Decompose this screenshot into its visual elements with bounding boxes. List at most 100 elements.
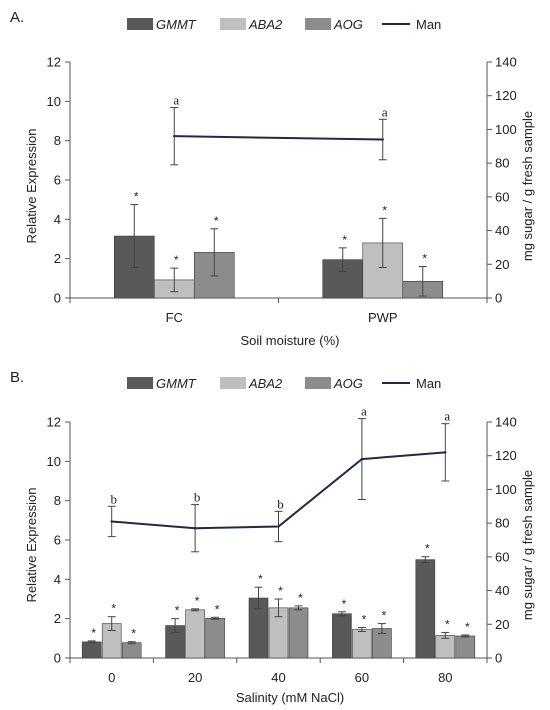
legend-label-aog: AOG [333,376,363,391]
bar-aog [121,642,142,659]
significance-label-aba2: * [382,203,387,217]
significance-label-man: b [194,490,201,505]
significance-label-aog: * [131,627,136,641]
y-tick-label-right: 40 [495,223,509,238]
significance-label-aba2: * [111,602,116,616]
legend-label-gmmt: GMMT [156,376,197,391]
bar-gmmt [332,613,352,659]
panel-a-ylabel: Relative Expression [24,129,39,244]
significance-label-aog: * [215,602,220,616]
x-tick-label: 20 [188,670,202,685]
point-man [277,525,280,528]
legend-label-aba2: ABA2 [248,17,283,32]
y-tick-label-right: 100 [495,122,517,137]
panel-b-xlabel: Salinity (mM NaCl) [236,690,344,705]
line-man [174,135,383,141]
x-tick-label: 40 [271,670,285,685]
y-tick-label-right: 140 [495,55,517,70]
y-tick-label-left: 4 [54,212,61,227]
y-tick-label-right: 60 [495,549,509,564]
bar-aba2 [352,629,372,659]
significance-label-gmmt: * [342,597,347,611]
y-tick-label-right: 120 [495,88,517,103]
y-tick-label-right: 40 [495,583,509,598]
significance-label-man: a [444,409,450,424]
significance-label-gmmt: * [134,190,139,204]
significance-label-aba2: * [362,613,367,627]
y-tick-label-right: 120 [495,448,517,463]
significance-label-man: a [382,104,388,119]
x-tick-label: 0 [108,670,115,685]
y-tick-label-right: 80 [495,156,509,171]
bar-aba2 [185,609,205,659]
legend-swatch-aba2 [220,18,246,30]
significance-label-aba2: * [195,594,200,608]
bar-gmmt [81,641,102,659]
y-tick-label-left: 12 [47,415,61,430]
panel-a-y2label: mg sugar / g fresh sample [520,111,535,261]
panel-a-label: A. [10,9,24,26]
y-tick-label-left: 4 [54,572,61,587]
point-man [444,451,447,454]
x-tick-label: 60 [355,670,369,685]
x-tick-label: 80 [438,670,452,685]
bar-aog [455,635,476,659]
significance-label-aog: * [465,620,470,634]
y-tick-label-right: 100 [495,482,517,497]
y-tick-label-left: 10 [47,94,61,109]
panel-b: B. GMMT ABA2 AOG Man 0246810120204060801001… [10,369,535,705]
y-tick-label-left: 12 [47,55,61,70]
legend-label-aba2: ABA2 [248,376,283,391]
significance-label-man: a [361,404,367,419]
legend-swatch-gmmt [127,18,153,30]
y-tick-label-left: 2 [54,251,61,266]
significance-label-gmmt: * [258,572,263,586]
point-man [381,138,384,141]
point-man [173,134,176,138]
y-tick-label-left: 0 [54,291,61,306]
y-tick-label-left: 6 [54,173,61,188]
significance-label-man: a [173,93,179,108]
legend-label-gmmt: GMMT [156,17,197,32]
panel-b-ylabel: Relative Expression [24,488,39,603]
legend-swatch-aog [305,377,331,389]
y-tick-label-right: 0 [495,291,502,306]
x-tick-label: PWP [368,310,398,325]
legend-label-aog: AOG [333,17,363,32]
significance-label-man: b [277,496,284,511]
y-tick-label-right: 20 [495,617,509,632]
significance-label-aog: * [422,252,427,266]
legend-label-man: Man [416,376,441,391]
x-tick-label: FC [166,310,183,325]
panel-a-xlabel: Soil moisture (%) [241,333,340,348]
significance-label-aog: * [214,214,219,228]
y-tick-label-left: 0 [54,651,61,666]
significance-label-man: b [110,491,117,506]
legend-label-man: Man [416,17,441,32]
bar-aog [205,617,225,659]
legend-swatch-aba2 [220,377,246,389]
significance-label-aba2: * [445,617,450,631]
panel-b-legend: GMMT ABA2 AOG Man [127,376,441,391]
bar-aog [288,607,309,659]
y-tick-label-right: 0 [495,651,502,666]
y-tick-label-right: 20 [495,257,509,272]
significance-label-gmmt: * [342,233,347,247]
y-tick-label-right: 140 [495,415,517,430]
y-tick-label-left: 8 [54,133,61,148]
panel-b-label: B. [10,369,24,386]
significance-label-gmmt: * [425,542,430,556]
y-tick-label-left: 10 [47,454,61,469]
y-tick-label-right: 60 [495,189,509,204]
y-tick-label-left: 6 [54,533,61,548]
significance-label-aog: * [298,591,303,605]
significance-label-aog: * [382,609,387,623]
y-tick-label-right: 80 [495,516,509,531]
panel-a-legend: GMMT ABA2 AOG Man [127,17,441,32]
bar-gmmt [415,559,436,659]
significance-label-aba2: * [278,584,283,598]
panel-a: A. GMMT ABA2 AOG Man 0246810120204060801001… [10,9,535,348]
